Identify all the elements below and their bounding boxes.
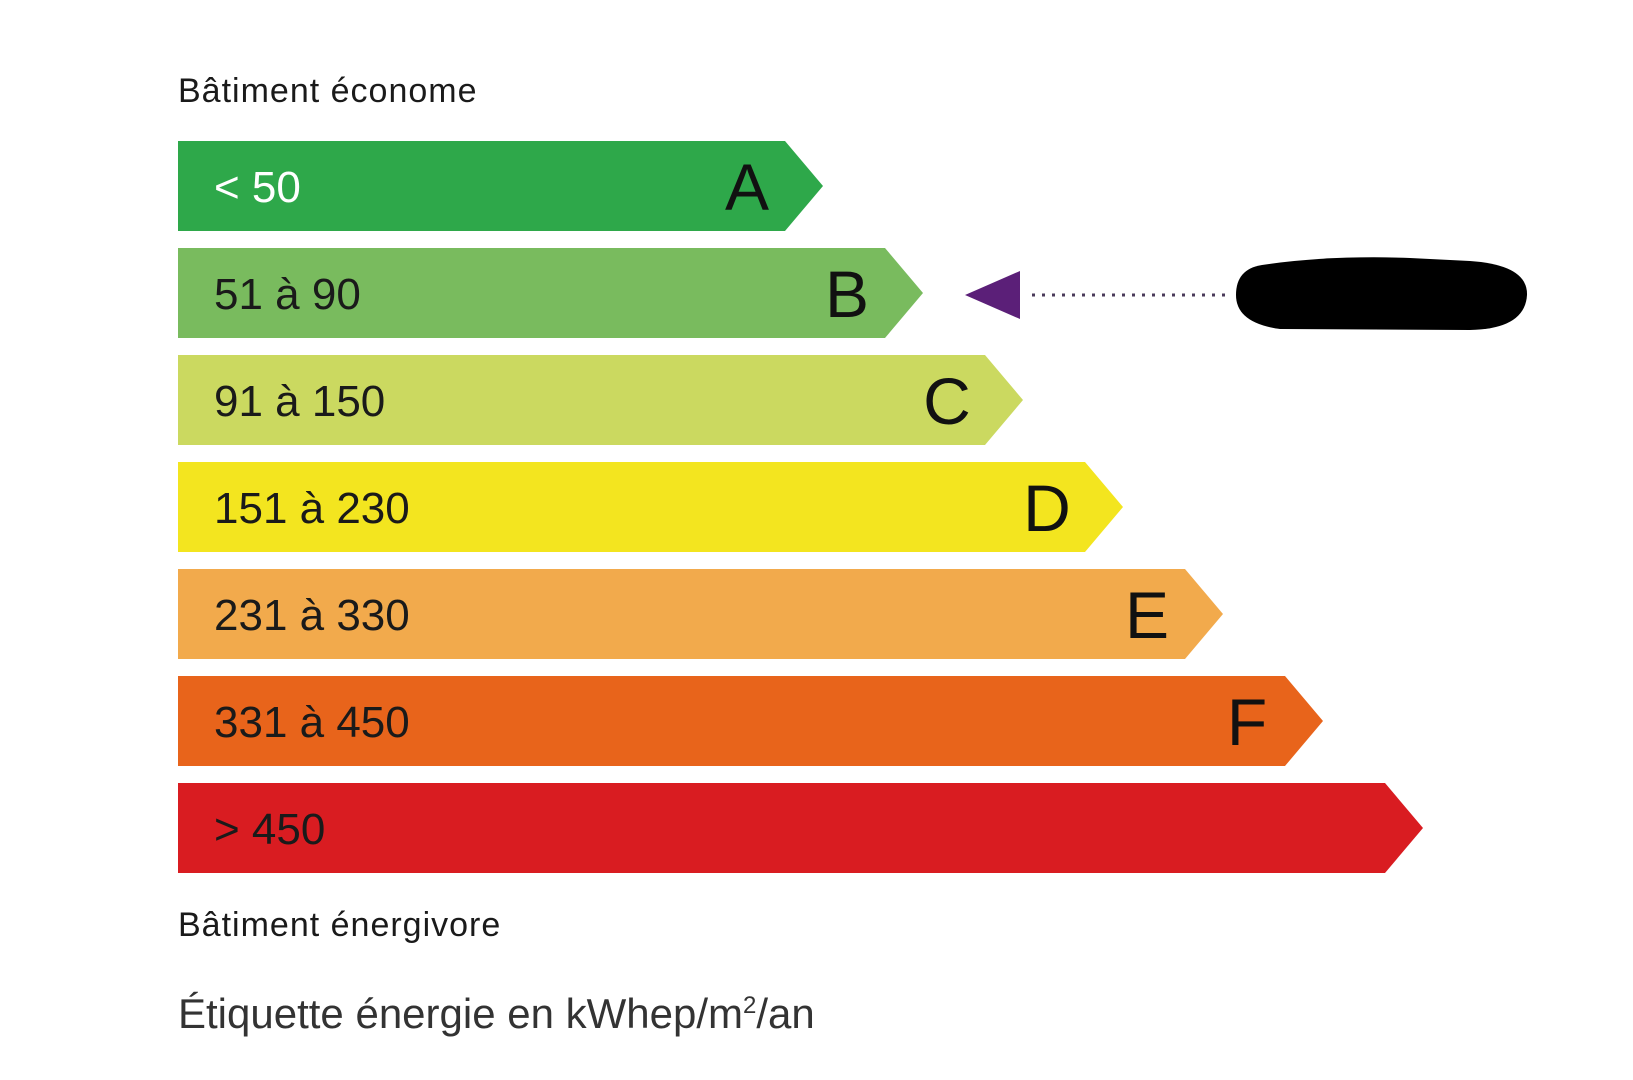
- bar-shape: [178, 783, 1423, 873]
- bar-shape: [178, 569, 1223, 659]
- bar-a: < 50 A: [178, 141, 823, 231]
- bar-range-label: < 50: [214, 163, 301, 212]
- bar-grade-letter: C: [923, 364, 971, 438]
- bar-grade-letter: A: [725, 150, 769, 224]
- unit-suffix: /an: [756, 990, 815, 1037]
- bar-shape: [178, 676, 1323, 766]
- indicator-arrow: [965, 271, 1020, 319]
- bar-grade-letter: F: [1227, 685, 1267, 759]
- bar-e: 231 à 330 E: [178, 569, 1223, 659]
- bar-g: > 450: [178, 783, 1423, 873]
- unit-prefix: Étiquette énergie en kWhep/m: [178, 990, 743, 1037]
- redacted-value-blob: [1236, 257, 1528, 330]
- unit-label: Étiquette énergie en kWhep/m2/an: [178, 990, 815, 1038]
- bar-range-label: 51 à 90: [214, 270, 361, 319]
- bar-shape: [178, 141, 823, 231]
- bar-f: 331 à 450 F: [178, 676, 1323, 766]
- bar-range-label: 231 à 330: [214, 591, 410, 640]
- bar-c: 91 à 150 C: [178, 355, 1023, 445]
- bar-shape: [178, 248, 923, 338]
- bottom-label: Bâtiment énergivore: [178, 906, 502, 944]
- top-label: Bâtiment économe: [178, 72, 478, 110]
- bar-range-label: > 450: [214, 805, 325, 854]
- bar-range-label: 331 à 450: [214, 698, 410, 747]
- bar-shape: [178, 355, 1023, 445]
- bar-shape: [178, 462, 1123, 552]
- bar-grade-letter: E: [1125, 578, 1169, 652]
- bar-d: 151 à 230 D: [178, 462, 1123, 552]
- bar-grade-letter: B: [825, 257, 869, 331]
- unit-sup: 2: [743, 992, 757, 1019]
- bar-range-label: 151 à 230: [214, 484, 410, 533]
- bar-range-label: 91 à 150: [214, 377, 385, 426]
- bar-grade-letter: D: [1023, 471, 1071, 545]
- rating-indicator: [965, 257, 1528, 330]
- bar-b: 51 à 90 B: [178, 248, 923, 338]
